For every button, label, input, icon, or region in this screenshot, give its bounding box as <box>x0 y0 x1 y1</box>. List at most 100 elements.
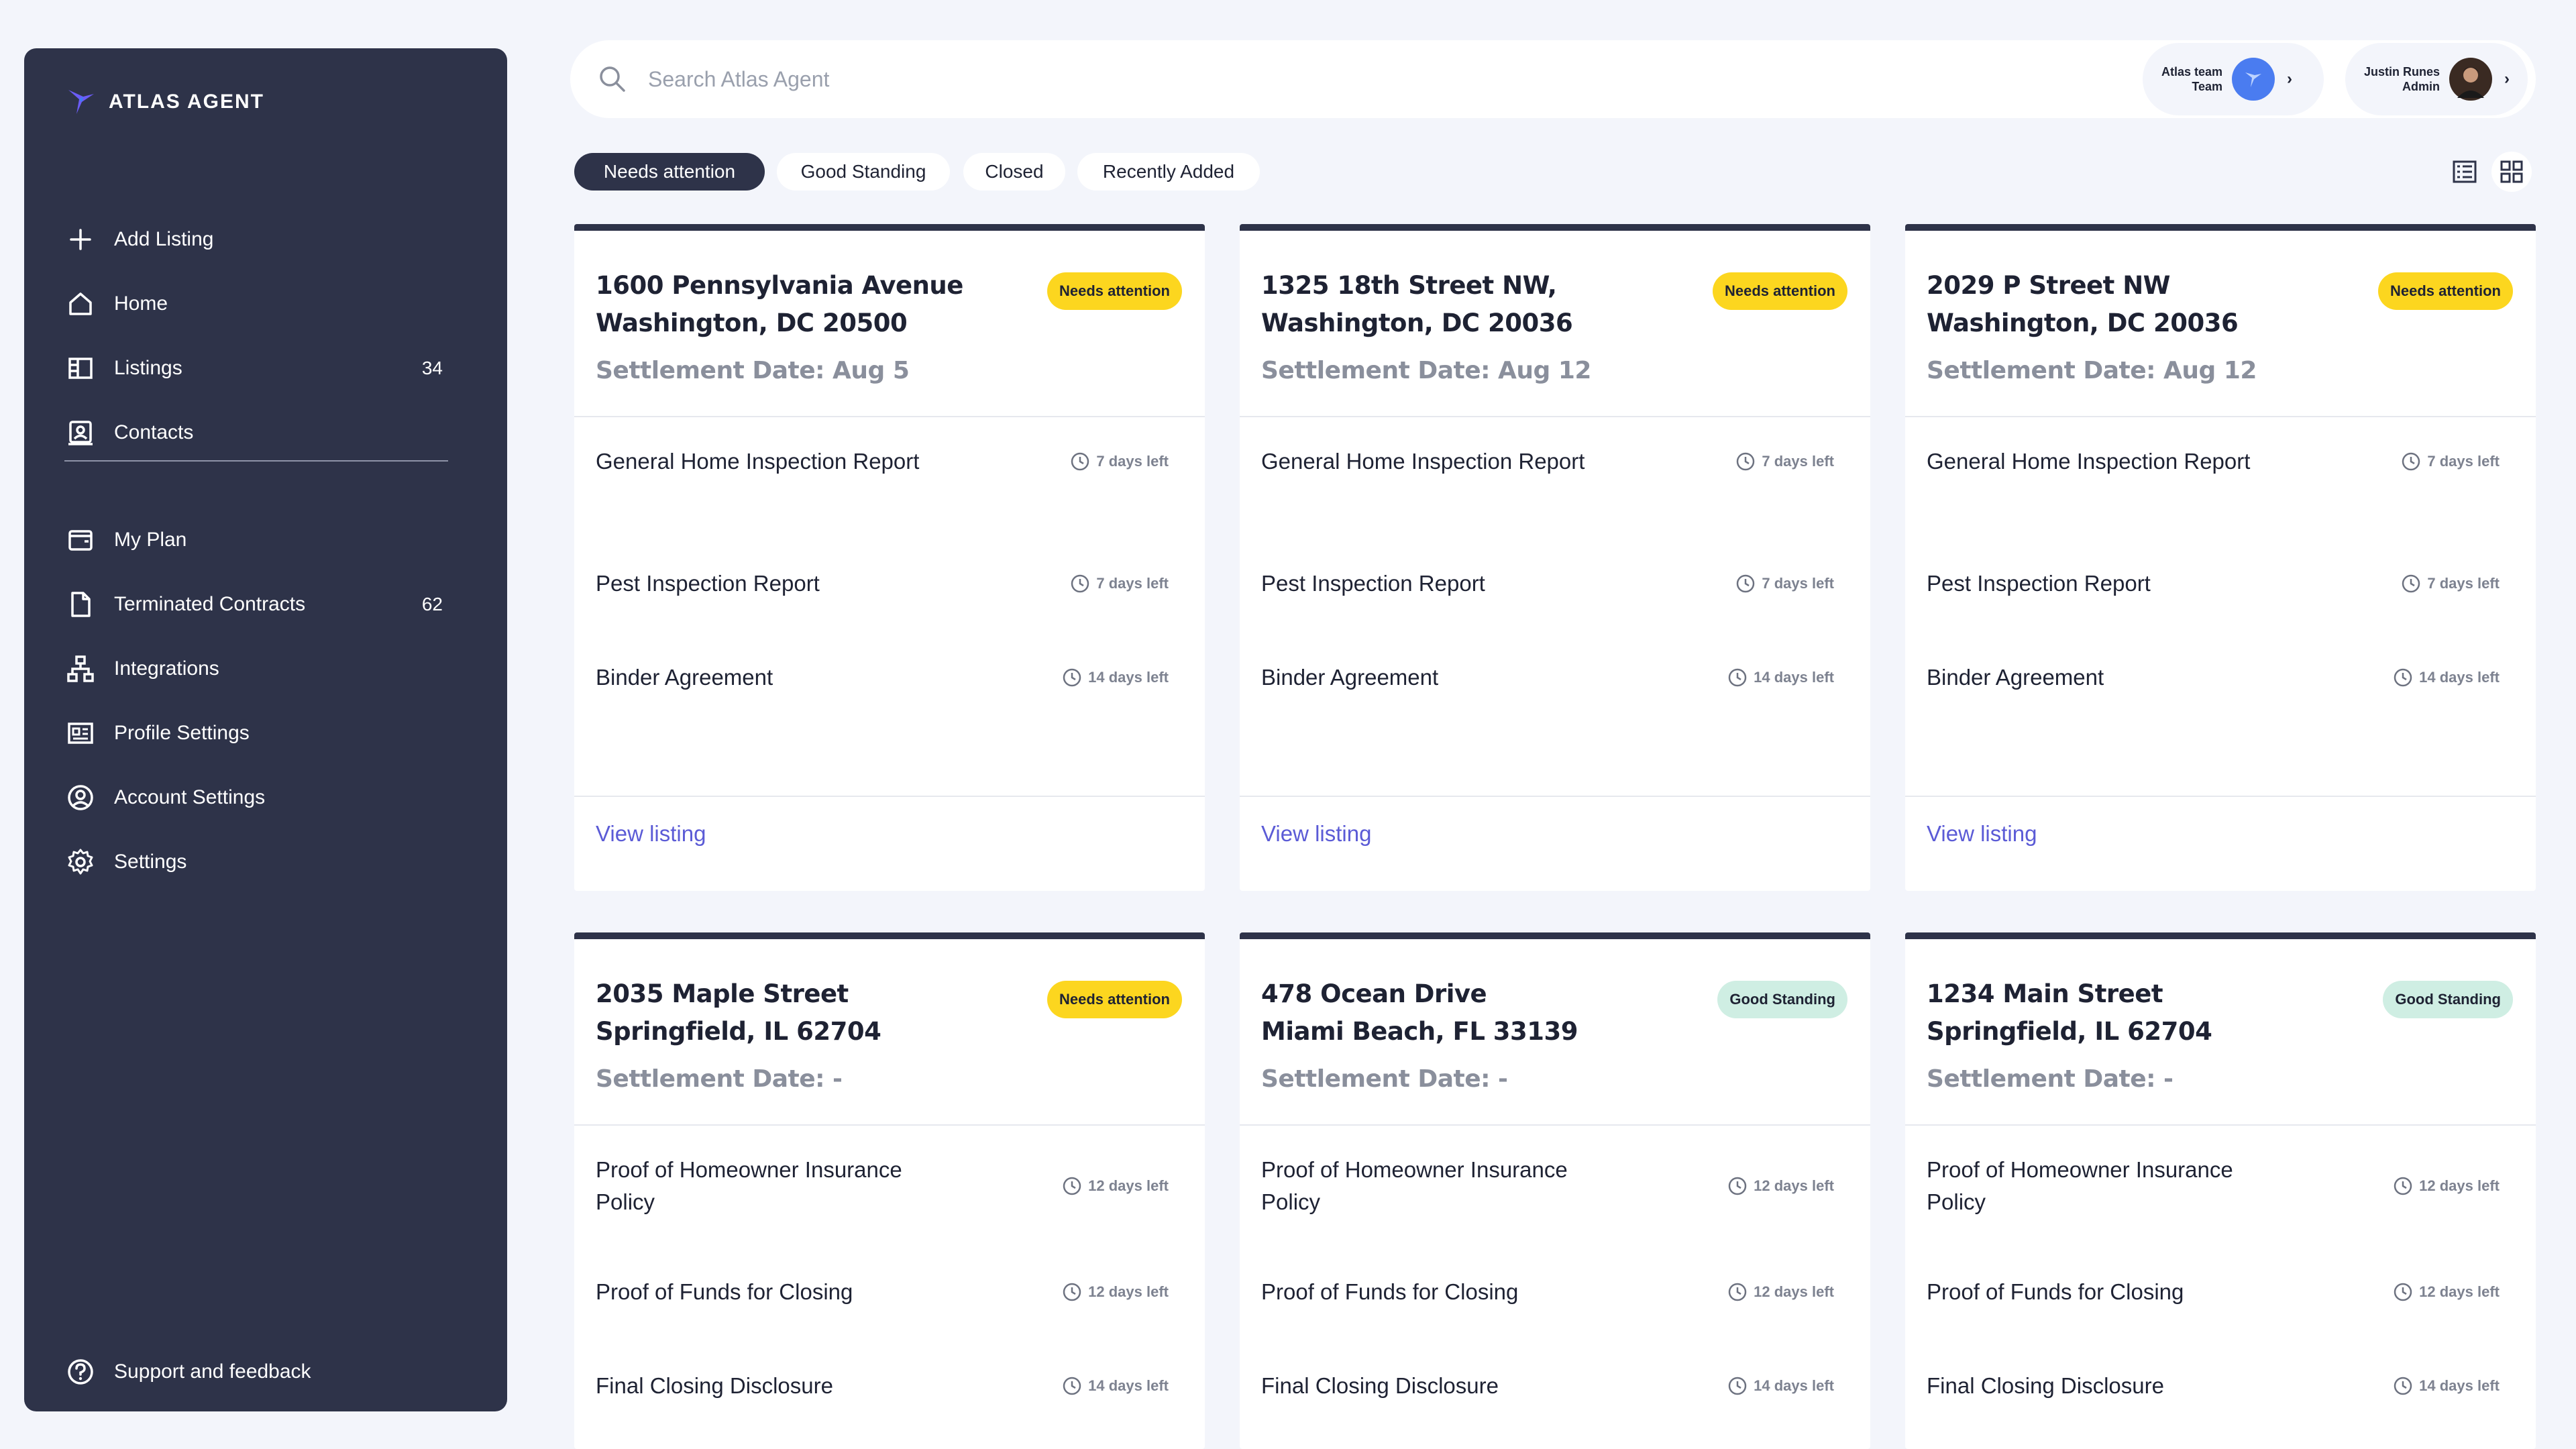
task-row[interactable]: General Home Inspection Report 7 days le… <box>1927 445 2514 478</box>
grid-view-button[interactable] <box>2491 152 2532 192</box>
task-row[interactable]: Proof of Homeowner Insurance Policy 12 d… <box>1927 1154 2514 1218</box>
brand[interactable]: ATLAS AGENT <box>64 85 264 119</box>
sidebar-item-home[interactable]: Home <box>64 280 467 327</box>
filter-needs-attention[interactable]: Needs attention <box>574 153 765 191</box>
hierarchy-icon <box>64 653 97 685</box>
list-view-button[interactable] <box>2445 152 2485 192</box>
filter-good-standing[interactable]: Good Standing <box>777 153 950 191</box>
card-divider <box>1240 796 1870 797</box>
sidebar-item-integrations[interactable]: Integrations <box>64 645 467 692</box>
filter-closed[interactable]: Closed <box>963 153 1065 191</box>
settlement-date: Settlement Date: - <box>1261 1065 1508 1093</box>
time-left: 12 days left <box>1754 1283 1834 1300</box>
task-row[interactable]: Final Closing Disclosure 14 days left <box>596 1370 1183 1402</box>
status-badge: Needs attention <box>2377 272 2513 310</box>
task-row[interactable]: Pest Inspection Report 7 days left <box>1927 568 2514 600</box>
task-row[interactable]: Proof of Funds for Closing 12 days left <box>1261 1276 1849 1308</box>
view-listing-link[interactable]: View listing <box>1261 821 1372 846</box>
task-deadline: 12 days left <box>1727 1175 1834 1197</box>
time-left: 12 days left <box>1754 1177 1834 1194</box>
view-listing-link[interactable]: View listing <box>1927 821 2037 846</box>
search-input[interactable] <box>648 66 1923 92</box>
task-row[interactable]: Binder Agreement 14 days left <box>596 661 1183 694</box>
time-left: 7 days left <box>1096 453 1169 470</box>
sidebar-item-label: Terminated Contracts <box>114 593 306 615</box>
sidebar-item-contacts[interactable]: Contacts <box>64 409 467 456</box>
task-name: Final Closing Disclosure <box>1927 1373 2164 1398</box>
time-left: 12 days left <box>2419 1177 2500 1194</box>
time-left: 14 days left <box>1754 1377 1834 1394</box>
sidebar-item-profile-settings[interactable]: Profile Settings <box>64 710 467 757</box>
card-header: 2035 Maple Street Springfield, IL 62704 … <box>574 939 1205 1126</box>
time-left: 12 days left <box>1088 1177 1169 1194</box>
task-row[interactable]: General Home Inspection Report 7 days le… <box>1261 445 1849 478</box>
user-circle-icon <box>64 782 97 814</box>
clock-icon <box>1063 1377 1081 1395</box>
task-row[interactable]: Binder Agreement 14 days left <box>1927 661 2514 694</box>
filter-recently-added[interactable]: Recently Added <box>1077 153 1260 191</box>
atlas-logo-icon <box>68 90 94 114</box>
status-badge: Needs attention <box>1046 981 1182 1018</box>
sidebar-item-label: Account Settings <box>114 786 266 808</box>
address-line-2: Springfield, IL 62704 <box>596 1017 881 1046</box>
task-row[interactable]: Pest Inspection Report 7 days left <box>1261 568 1849 600</box>
clock-icon <box>1728 668 1747 687</box>
sidebar-item-terminated-contracts[interactable]: Terminated Contracts 62 <box>64 581 467 628</box>
status-badge: Good Standing <box>1717 981 1847 1018</box>
task-row[interactable]: Binder Agreement 14 days left <box>1261 661 1849 694</box>
sidebar-item-account-settings[interactable]: Account Settings <box>64 774 467 821</box>
sidebar-item-my-plan[interactable]: My Plan <box>64 517 467 564</box>
brand-name: ATLAS AGENT <box>109 91 264 113</box>
task-deadline: 14 days left <box>2392 667 2500 688</box>
support-feedback-link[interactable]: Support and feedback <box>64 1348 467 1395</box>
card-header: 2029 P Street NW Washington, DC 20036 Se… <box>1905 231 2536 417</box>
task-name: Pest Inspection Report <box>596 571 820 596</box>
task-row[interactable]: Proof of Funds for Closing 12 days left <box>1927 1276 2514 1308</box>
sidebar-item-settings[interactable]: Settings <box>64 839 467 885</box>
clock-icon <box>1063 1283 1081 1301</box>
task-row[interactable]: Final Closing Disclosure 14 days left <box>1261 1370 1849 1402</box>
sidebar-item-add-listing[interactable]: Add Listing <box>64 216 467 263</box>
time-left: 12 days left <box>1088 1283 1169 1300</box>
time-left: 7 days left <box>1762 453 1834 470</box>
team-switcher[interactable]: Atlas team Team › <box>2143 43 2324 115</box>
time-left: 14 days left <box>2419 669 2500 686</box>
sidebar-item-listings[interactable]: Listings 34 <box>64 345 467 392</box>
task-row[interactable]: General Home Inspection Report 7 days le… <box>596 445 1183 478</box>
task-row[interactable]: Proof of Funds for Closing 12 days left <box>596 1276 1183 1308</box>
view-listing-link[interactable]: View listing <box>596 821 706 846</box>
time-left: 14 days left <box>2419 1377 2500 1394</box>
task-row[interactable]: Final Closing Disclosure 14 days left <box>1927 1370 2514 1402</box>
task-name: Proof of Homeowner Insurance Policy <box>1927 1157 2233 1214</box>
time-left: 7 days left <box>1762 575 1834 592</box>
clock-icon <box>1071 574 1089 593</box>
terminated-count: 62 <box>421 594 443 614</box>
grid-view-icon <box>2500 160 2523 183</box>
task-deadline: 14 days left <box>1061 667 1169 688</box>
address-line-2: Miami Beach, FL 33139 <box>1261 1017 1578 1046</box>
task-deadline: 14 days left <box>2392 1375 2500 1397</box>
search-bar[interactable] <box>576 43 2120 115</box>
task-deadline: 12 days left <box>2392 1175 2500 1197</box>
listings-count: 34 <box>421 358 443 378</box>
plus-icon <box>64 223 97 256</box>
time-left: 14 days left <box>1088 669 1169 686</box>
task-deadline: 7 days left <box>1735 451 1834 472</box>
task-name: General Home Inspection Report <box>1261 449 1585 474</box>
sidebar-item-label: Profile Settings <box>114 722 250 744</box>
task-name: Proof of Funds for Closing <box>596 1279 853 1304</box>
task-row[interactable]: Proof of Homeowner Insurance Policy 12 d… <box>596 1154 1183 1218</box>
card-divider <box>574 796 1205 797</box>
settlement-date: Settlement Date: Aug 12 <box>1927 357 2257 384</box>
task-row[interactable]: Pest Inspection Report 7 days left <box>596 568 1183 600</box>
task-row[interactable]: Proof of Homeowner Insurance Policy 12 d… <box>1261 1154 1849 1218</box>
settlement-date: Settlement Date: - <box>1927 1065 2174 1093</box>
task-name: Proof of Homeowner Insurance Policy <box>1261 1157 1568 1214</box>
time-left: 14 days left <box>1088 1377 1169 1394</box>
user-menu[interactable]: Justin Runes Admin › <box>2345 43 2528 115</box>
card-header: 478 Ocean Drive Miami Beach, FL 33139 Se… <box>1240 939 1870 1126</box>
clock-icon <box>2394 668 2412 687</box>
gear-icon <box>64 846 97 878</box>
team-name: Atlas team <box>2161 65 2223 78</box>
task-name: Binder Agreement <box>1261 665 1439 690</box>
